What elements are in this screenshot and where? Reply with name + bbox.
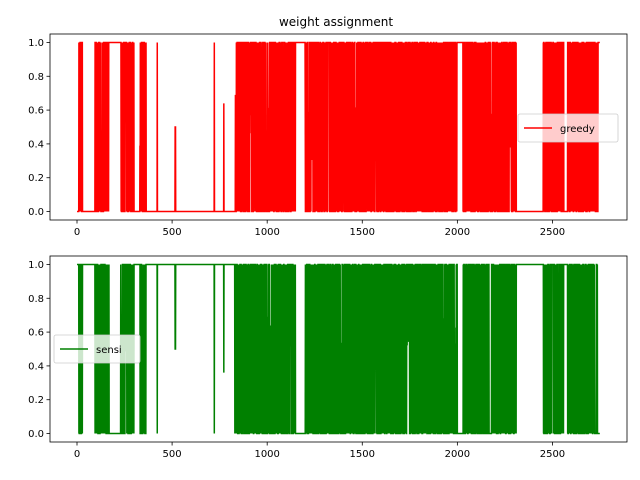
legend-label: sensi xyxy=(96,345,122,356)
x-tick-label: 2500 xyxy=(540,227,565,238)
legend-box xyxy=(517,113,619,143)
y-tick-label: 1.0 xyxy=(28,260,44,271)
legend-label: greedy xyxy=(560,124,595,135)
x-tick-label: 1000 xyxy=(254,449,279,460)
y-tick-label: 0.4 xyxy=(28,139,44,150)
y-tick-label: 0.2 xyxy=(28,173,44,184)
x-tick-label: 2000 xyxy=(445,227,470,238)
x-tick-label: 0 xyxy=(74,449,80,460)
y-tick-label: 0.0 xyxy=(28,207,44,218)
x-tick-label: 0 xyxy=(74,227,80,238)
y-tick-label: 0.6 xyxy=(28,106,44,117)
y-tick-label: 0.0 xyxy=(28,429,44,440)
chart-title: weight assignment xyxy=(279,15,393,29)
axes-frame xyxy=(49,255,628,443)
x-tick-label: 500 xyxy=(163,227,182,238)
x-tick-label: 1500 xyxy=(350,227,375,238)
sensi-series-line xyxy=(77,263,600,435)
legend-box xyxy=(53,334,141,364)
greedy-series-line xyxy=(77,41,600,213)
y-tick-label: 1.0 xyxy=(28,38,44,49)
y-tick-label: 0.4 xyxy=(28,361,44,372)
x-tick-label: 2000 xyxy=(445,449,470,460)
x-tick-label: 2500 xyxy=(540,449,565,460)
legend: greedy xyxy=(517,113,619,143)
y-tick-label: 0.2 xyxy=(28,395,44,406)
y-tick-label: 0.8 xyxy=(28,294,44,305)
x-tick-label: 500 xyxy=(163,449,182,460)
axes-frame xyxy=(49,33,628,221)
y-tick-label: 0.6 xyxy=(28,328,44,339)
top-subplot: 0 500 1000 1500 2000 2500 0.0 0.2 0.4 0.6 0.8 1.0 gr… xyxy=(28,33,628,238)
x-tick-label: 1000 xyxy=(254,227,279,238)
y-tick-label: 0.8 xyxy=(28,72,44,83)
legend: sensi xyxy=(53,334,141,364)
bottom-subplot: 0 500 1000 1500 2000 2500 0.0 0.2 0.4 0.6 0.8 1.0 se… xyxy=(28,255,628,460)
x-tick-label: 1500 xyxy=(350,449,375,460)
